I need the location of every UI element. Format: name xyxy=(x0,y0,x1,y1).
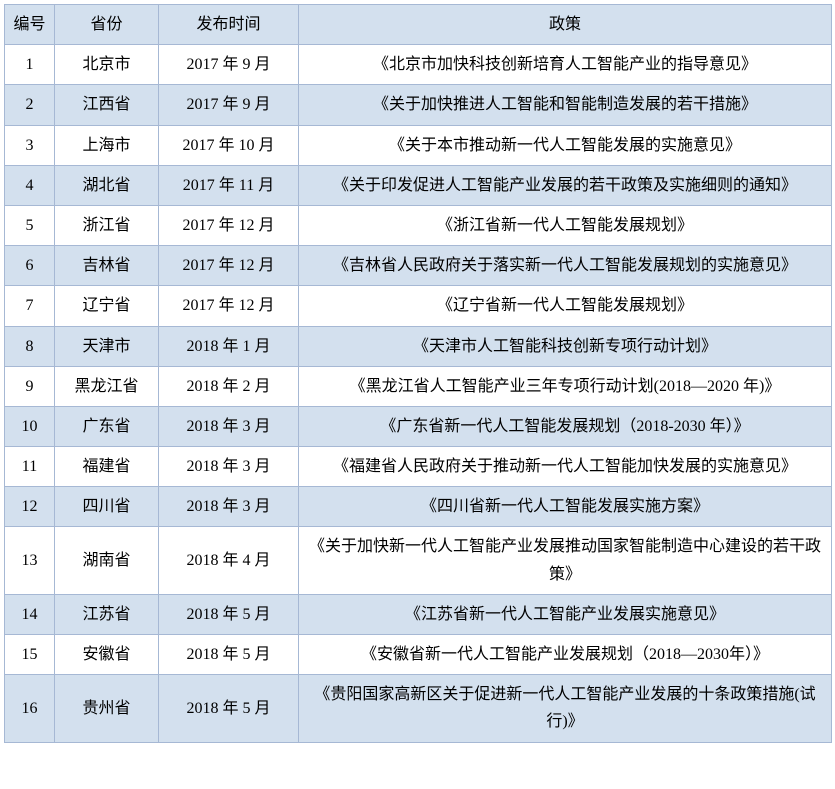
table-row: 9黑龙江省2018 年 2 月《黑龙江省人工智能产业三年专项行动计划(2018—… xyxy=(5,366,832,406)
cell-province: 安徽省 xyxy=(55,635,159,675)
table-body: 1北京市2017 年 9 月《北京市加快科技创新培育人工智能产业的指导意见》2江… xyxy=(5,45,832,742)
cell-policy: 《天津市人工智能科技创新专项行动计划》 xyxy=(299,326,832,366)
table-row: 12四川省2018 年 3 月《四川省新一代人工智能发展实施方案》 xyxy=(5,487,832,527)
cell-policy: 《吉林省人民政府关于落实新一代人工智能发展规划的实施意见》 xyxy=(299,246,832,286)
cell-id: 16 xyxy=(5,675,55,742)
table-header-row: 编号 省份 发布时间 政策 xyxy=(5,5,832,45)
table-row: 5浙江省2017 年 12 月《浙江省新一代人工智能发展规划》 xyxy=(5,205,832,245)
cell-date: 2018 年 3 月 xyxy=(159,447,299,487)
cell-date: 2017 年 12 月 xyxy=(159,246,299,286)
cell-date: 2018 年 3 月 xyxy=(159,487,299,527)
cell-policy: 《福建省人民政府关于推动新一代人工智能加快发展的实施意见》 xyxy=(299,447,832,487)
cell-id: 11 xyxy=(5,447,55,487)
cell-id: 4 xyxy=(5,165,55,205)
cell-id: 12 xyxy=(5,487,55,527)
cell-province: 江西省 xyxy=(55,85,159,125)
cell-date: 2018 年 5 月 xyxy=(159,675,299,742)
cell-date: 2017 年 12 月 xyxy=(159,286,299,326)
table-row: 11福建省2018 年 3 月《福建省人民政府关于推动新一代人工智能加快发展的实… xyxy=(5,447,832,487)
table-row: 2江西省2017 年 9 月《关于加快推进人工智能和智能制造发展的若干措施》 xyxy=(5,85,832,125)
table-row: 6吉林省2017 年 12 月《吉林省人民政府关于落实新一代人工智能发展规划的实… xyxy=(5,246,832,286)
cell-province: 江苏省 xyxy=(55,594,159,634)
cell-province: 福建省 xyxy=(55,447,159,487)
cell-id: 8 xyxy=(5,326,55,366)
cell-date: 2017 年 11 月 xyxy=(159,165,299,205)
cell-policy: 《广东省新一代人工智能发展规划（2018-2030 年）》 xyxy=(299,406,832,446)
cell-policy: 《贵阳国家高新区关于促进新一代人工智能产业发展的十条政策措施(试行)》 xyxy=(299,675,832,742)
col-policy: 政策 xyxy=(299,5,832,45)
table-row: 7辽宁省2017 年 12 月《辽宁省新一代人工智能发展规划》 xyxy=(5,286,832,326)
cell-date: 2018 年 3 月 xyxy=(159,406,299,446)
cell-policy: 《浙江省新一代人工智能发展规划》 xyxy=(299,205,832,245)
col-province: 省份 xyxy=(55,5,159,45)
cell-id: 15 xyxy=(5,635,55,675)
cell-policy: 《辽宁省新一代人工智能发展规划》 xyxy=(299,286,832,326)
cell-date: 2018 年 5 月 xyxy=(159,635,299,675)
cell-policy: 《关于印发促进人工智能产业发展的若干政策及实施细则的通知》 xyxy=(299,165,832,205)
cell-province: 广东省 xyxy=(55,406,159,446)
cell-id: 13 xyxy=(5,527,55,594)
cell-date: 2018 年 5 月 xyxy=(159,594,299,634)
cell-policy: 《四川省新一代人工智能发展实施方案》 xyxy=(299,487,832,527)
cell-policy: 《关于加快推进人工智能和智能制造发展的若干措施》 xyxy=(299,85,832,125)
col-id: 编号 xyxy=(5,5,55,45)
cell-date: 2017 年 9 月 xyxy=(159,45,299,85)
cell-province: 黑龙江省 xyxy=(55,366,159,406)
cell-id: 6 xyxy=(5,246,55,286)
cell-province: 辽宁省 xyxy=(55,286,159,326)
table-row: 14江苏省2018 年 5 月《江苏省新一代人工智能产业发展实施意见》 xyxy=(5,594,832,634)
cell-province: 四川省 xyxy=(55,487,159,527)
cell-province: 上海市 xyxy=(55,125,159,165)
cell-id: 14 xyxy=(5,594,55,634)
cell-id: 10 xyxy=(5,406,55,446)
cell-id: 7 xyxy=(5,286,55,326)
table-row: 3上海市2017 年 10 月《关于本市推动新一代人工智能发展的实施意见》 xyxy=(5,125,832,165)
table-row: 1北京市2017 年 9 月《北京市加快科技创新培育人工智能产业的指导意见》 xyxy=(5,45,832,85)
table-row: 15安徽省2018 年 5 月《安徽省新一代人工智能产业发展规划（2018—20… xyxy=(5,635,832,675)
cell-date: 2017 年 12 月 xyxy=(159,205,299,245)
cell-policy: 《江苏省新一代人工智能产业发展实施意见》 xyxy=(299,594,832,634)
cell-id: 9 xyxy=(5,366,55,406)
cell-id: 5 xyxy=(5,205,55,245)
cell-date: 2018 年 1 月 xyxy=(159,326,299,366)
cell-policy: 《安徽省新一代人工智能产业发展规划（2018—2030年）》 xyxy=(299,635,832,675)
cell-province: 贵州省 xyxy=(55,675,159,742)
cell-date: 2018 年 4 月 xyxy=(159,527,299,594)
cell-policy: 《北京市加快科技创新培育人工智能产业的指导意见》 xyxy=(299,45,832,85)
table-row: 8天津市2018 年 1 月《天津市人工智能科技创新专项行动计划》 xyxy=(5,326,832,366)
cell-province: 北京市 xyxy=(55,45,159,85)
col-date: 发布时间 xyxy=(159,5,299,45)
cell-policy: 《黑龙江省人工智能产业三年专项行动计划(2018—2020 年)》 xyxy=(299,366,832,406)
cell-province: 吉林省 xyxy=(55,246,159,286)
table-row: 13湖南省2018 年 4 月《关于加快新一代人工智能产业发展推动国家智能制造中… xyxy=(5,527,832,594)
cell-province: 天津市 xyxy=(55,326,159,366)
cell-province: 湖南省 xyxy=(55,527,159,594)
cell-id: 1 xyxy=(5,45,55,85)
cell-date: 2018 年 2 月 xyxy=(159,366,299,406)
policy-table: 编号 省份 发布时间 政策 1北京市2017 年 9 月《北京市加快科技创新培育… xyxy=(4,4,832,743)
table-row: 10广东省2018 年 3 月《广东省新一代人工智能发展规划（2018-2030… xyxy=(5,406,832,446)
table-row: 4湖北省2017 年 11 月《关于印发促进人工智能产业发展的若干政策及实施细则… xyxy=(5,165,832,205)
cell-id: 3 xyxy=(5,125,55,165)
cell-province: 湖北省 xyxy=(55,165,159,205)
cell-date: 2017 年 9 月 xyxy=(159,85,299,125)
cell-province: 浙江省 xyxy=(55,205,159,245)
cell-date: 2017 年 10 月 xyxy=(159,125,299,165)
cell-policy: 《关于加快新一代人工智能产业发展推动国家智能制造中心建设的若干政策》 xyxy=(299,527,832,594)
cell-id: 2 xyxy=(5,85,55,125)
table-row: 16贵州省2018 年 5 月《贵阳国家高新区关于促进新一代人工智能产业发展的十… xyxy=(5,675,832,742)
cell-policy: 《关于本市推动新一代人工智能发展的实施意见》 xyxy=(299,125,832,165)
